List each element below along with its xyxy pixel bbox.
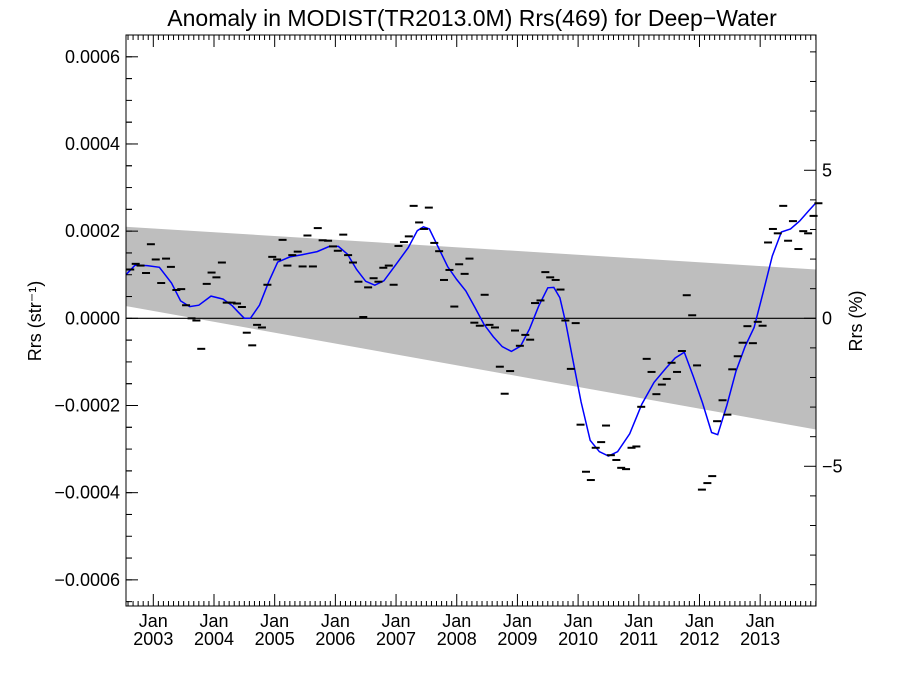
x-tick-label-month: Jan	[382, 611, 411, 631]
y2-tick-label: 5	[822, 160, 832, 180]
x-tick-label-month: Jan	[260, 611, 289, 631]
x-tick-label-year: 2003	[133, 629, 173, 649]
uncertainty-band	[126, 226, 816, 430]
x-tick-label-year: 2010	[558, 629, 598, 649]
y-axis-left-title: Rrs (str⁻¹)	[25, 281, 45, 361]
x-tick-label-year: 2011	[619, 629, 658, 649]
smoothed-series-line	[125, 202, 817, 457]
y-tick-label: 0.0006	[65, 47, 120, 67]
y2-tick-label: 0	[822, 308, 832, 328]
y-tick-label: 0.0004	[65, 134, 120, 154]
x-tick-label-month: Jan	[199, 611, 228, 631]
x-tick-label-year: 2007	[376, 629, 416, 649]
x-tick-label-month: Jan	[564, 611, 593, 631]
x-tick-label-month: Jan	[624, 611, 653, 631]
y-axis-right-title: Rrs (%)	[846, 291, 866, 352]
x-tick-label-month: Jan	[139, 611, 168, 631]
x-tick-label-month: Jan	[685, 611, 714, 631]
chart-title: Anomaly in MODIST(TR2013.0M) Rrs(469) fo…	[167, 5, 777, 31]
y2-tick-label: −5	[822, 456, 843, 476]
x-tick-label-year: 2012	[679, 629, 719, 649]
plot-frame	[125, 34, 817, 607]
x-tick-label-month: Jan	[503, 611, 532, 631]
x-tick-label-month: Jan	[321, 611, 350, 631]
x-tick-label-year: 2009	[497, 629, 537, 649]
y-tick-label: 0.0000	[65, 308, 120, 328]
y-tick-label: −0.0006	[54, 570, 120, 590]
x-tick-label-year: 2006	[315, 629, 355, 649]
y-tick-label: −0.0004	[54, 483, 120, 503]
x-tick-label-month: Jan	[442, 611, 471, 631]
x-tick-label-year: 2004	[194, 629, 234, 649]
x-tick-label-year: 2013	[740, 629, 780, 649]
x-tick-label-year: 2005	[255, 629, 295, 649]
y-tick-label: 0.0002	[65, 221, 120, 241]
x-tick-label-month: Jan	[746, 611, 775, 631]
y-tick-label: −0.0002	[54, 395, 120, 415]
x-tick-label-year: 2008	[437, 629, 477, 649]
